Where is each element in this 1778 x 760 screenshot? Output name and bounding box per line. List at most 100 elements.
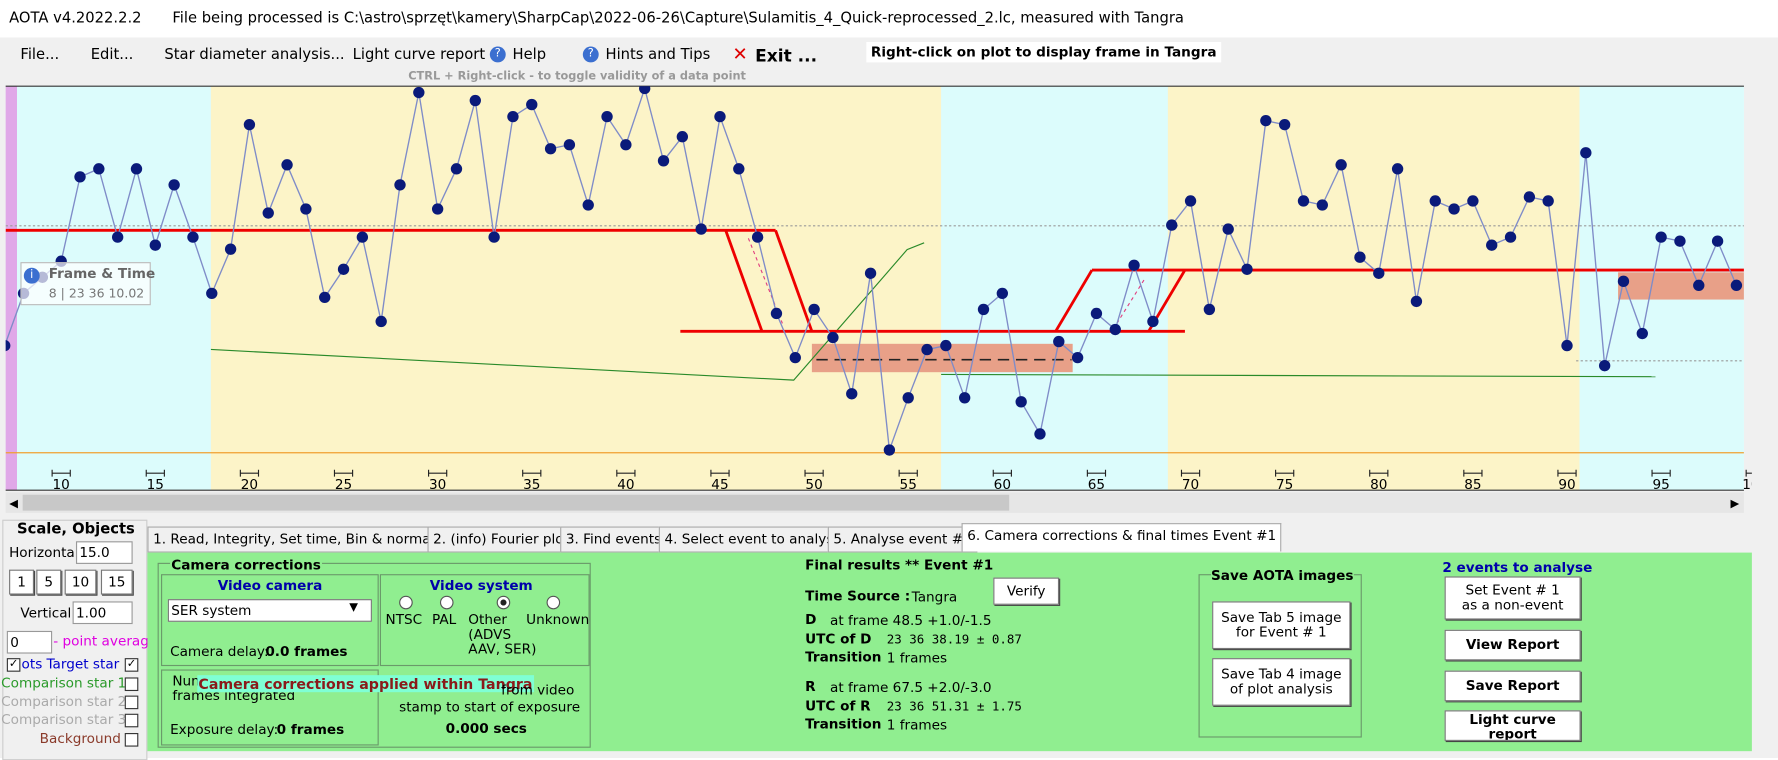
group-title: Video system xyxy=(429,577,533,594)
x-tick xyxy=(1369,469,1389,477)
app-title: AOTA v4.2022.2.2 xyxy=(9,10,142,28)
hints-icon: ? xyxy=(582,46,599,63)
radio[interactable] xyxy=(546,595,561,610)
x-tick-label: 80 xyxy=(1370,477,1387,493)
tab[interactable]: 3. Find events xyxy=(560,526,667,553)
data-point xyxy=(149,239,161,251)
data-point xyxy=(676,131,689,143)
data-point xyxy=(1636,327,1648,340)
tab-active[interactable]: 6. Camera corrections & final times Even… xyxy=(961,523,1282,552)
checkbox[interactable] xyxy=(124,695,139,710)
menu-item[interactable]: Edit... xyxy=(90,46,134,64)
data-point xyxy=(639,86,651,95)
data-point xyxy=(1297,195,1310,207)
menu-item[interactable]: Light curve report xyxy=(352,46,486,64)
radio[interactable] xyxy=(439,595,454,610)
data-point xyxy=(827,331,839,344)
label: Vertical xyxy=(20,604,72,621)
data-point xyxy=(883,444,896,456)
data-point xyxy=(187,231,199,243)
save-tab5-button[interactable]: Save Tab 5 image for Event # 1 xyxy=(1212,601,1351,650)
data-point xyxy=(1316,199,1328,211)
file-info: File being processed is C:\astro\sprzęt\… xyxy=(172,10,1184,28)
menu-item[interactable]: Star diameter analysis... xyxy=(164,46,345,64)
tab[interactable]: 1. Read, Integrity, Set time, Bin & norm… xyxy=(147,526,460,553)
value: 0.0 frames xyxy=(265,643,348,660)
button-text: as a non-event xyxy=(1461,596,1564,613)
menu-item[interactable]: File... xyxy=(20,46,60,64)
light-curve-button[interactable]: Light curve report xyxy=(1444,710,1581,741)
average-select[interactable]: 0 xyxy=(6,630,53,654)
events-title: 2 events to analyse xyxy=(1442,559,1593,576)
radio[interactable] xyxy=(399,595,413,610)
data-point xyxy=(1354,251,1366,263)
data-point xyxy=(714,110,726,123)
x-tick-label: 30 xyxy=(429,477,446,493)
tab[interactable]: 4. Select event to analyse xyxy=(658,526,848,553)
horizontal-input[interactable]: 15.0 xyxy=(75,541,133,564)
x-tick xyxy=(1275,469,1295,477)
scroll-left[interactable]: ◀ xyxy=(9,496,18,510)
data-point xyxy=(1147,315,1159,328)
data-point xyxy=(770,307,783,320)
group-title: Save AOTA images xyxy=(1211,567,1354,584)
checkbox[interactable] xyxy=(124,677,139,692)
data-point xyxy=(620,139,632,151)
data-point xyxy=(1128,259,1140,271)
light-curve-plot: 101520253035404550556065707580859095100 … xyxy=(5,85,1752,511)
scrollbar-thumb[interactable] xyxy=(22,494,1010,511)
tab[interactable]: 5. Analyse event #1 xyxy=(827,526,978,553)
vertical-input[interactable]: 1.00 xyxy=(72,601,133,625)
group-box xyxy=(161,574,379,667)
results-title: Final results ** Event #1 xyxy=(805,557,994,574)
data-point xyxy=(921,343,933,356)
data-point xyxy=(1109,323,1121,336)
non-event-button[interactable]: Set Event # 1 as a non-event xyxy=(1444,576,1581,620)
view-report-button[interactable]: View Report xyxy=(1444,629,1581,661)
data-point xyxy=(111,231,124,243)
data-point xyxy=(93,163,105,175)
data-point xyxy=(281,159,293,171)
scale-button[interactable]: 1 xyxy=(9,569,35,595)
checkbox[interactable]: ✓ xyxy=(6,658,21,672)
x-tick-label: 45 xyxy=(711,477,728,493)
value: 0 frames xyxy=(276,721,345,738)
camera-select[interactable]: SER system xyxy=(167,599,372,622)
verify-button[interactable]: Verify xyxy=(993,577,1060,605)
menu-item[interactable]: Help xyxy=(512,46,547,64)
checkbox[interactable] xyxy=(124,733,139,747)
button-text: of plot analysis xyxy=(1229,680,1333,697)
data-point xyxy=(1523,191,1536,203)
data-point xyxy=(1184,195,1197,207)
menu-item[interactable]: Exit ... xyxy=(755,45,818,66)
save-tab4-button[interactable]: Save Tab 4 image of plot analysis xyxy=(1212,658,1351,706)
data-point xyxy=(262,207,274,219)
scale-button[interactable]: 15 xyxy=(100,569,133,595)
x-tick-label: 90 xyxy=(1558,477,1575,493)
scale-button[interactable]: 10 xyxy=(64,569,97,595)
checkbox[interactable] xyxy=(124,713,139,728)
data-point xyxy=(1410,295,1423,308)
label: Camera delay: xyxy=(170,643,269,660)
radio[interactable] xyxy=(496,595,511,610)
x-tick xyxy=(710,469,730,477)
data-point xyxy=(431,203,444,215)
data-point xyxy=(1598,359,1611,372)
menu-item[interactable]: Hints and Tips xyxy=(605,46,711,64)
x-tick xyxy=(1180,469,1201,477)
scale-button[interactable]: 5 xyxy=(36,569,62,595)
save-report-button[interactable]: Save Report xyxy=(1444,670,1581,702)
data-point xyxy=(375,315,387,328)
x-tick-label: 85 xyxy=(1464,477,1481,493)
data-point xyxy=(526,98,538,111)
panel-title: Scale, Objects xyxy=(17,520,135,538)
scroll-right[interactable]: ▶ xyxy=(1731,496,1740,510)
tab[interactable]: 2. (info) Fourier plot xyxy=(427,526,575,553)
radio-label: Other xyxy=(468,611,507,628)
label: Transition xyxy=(805,715,882,732)
value: Tangra xyxy=(911,588,958,605)
radio-label: NTSC xyxy=(385,611,423,628)
x-tick-label: 20 xyxy=(241,477,258,493)
checkbox[interactable]: ✓ xyxy=(124,658,139,672)
data-point xyxy=(1429,195,1441,207)
